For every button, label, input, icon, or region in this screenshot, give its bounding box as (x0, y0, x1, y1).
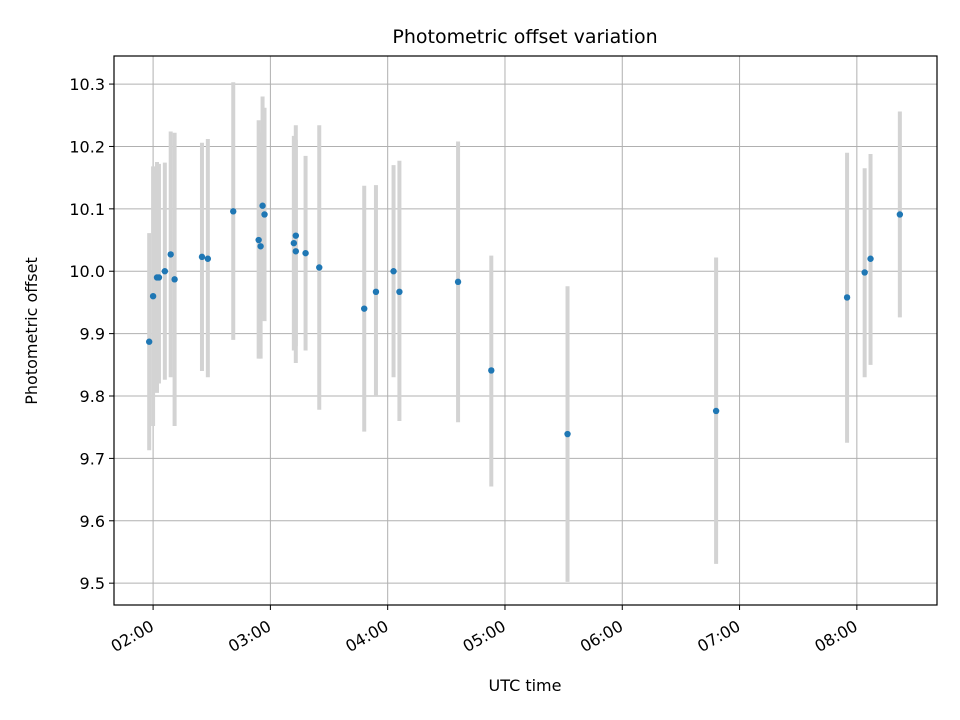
data-point (259, 202, 266, 209)
data-point (861, 269, 868, 276)
data-point (454, 278, 462, 286)
data-point (396, 288, 403, 296)
y-tick-label: 10.1 (69, 200, 105, 219)
data-point (149, 292, 157, 300)
x-axis-label: UTC time (489, 676, 562, 695)
data-point (488, 367, 495, 374)
data-point (145, 338, 153, 345)
y-tick-label: 10.3 (69, 75, 105, 94)
data-point (161, 268, 169, 275)
data-point (255, 236, 262, 244)
data-point (167, 251, 174, 258)
data-point (712, 407, 720, 415)
data-point (261, 211, 268, 218)
y-tick-label: 9.8 (80, 387, 105, 406)
y-tick-label: 9.9 (80, 325, 105, 344)
data-point (867, 255, 874, 262)
data-point (843, 294, 851, 301)
y-tick-label: 10.2 (69, 137, 105, 156)
y-tick-label: 9.7 (80, 449, 105, 468)
data-point (290, 239, 298, 247)
data-point (292, 232, 300, 239)
y-tick-label: 9.6 (80, 512, 105, 531)
data-point (171, 276, 178, 283)
grid (114, 56, 937, 605)
data-points (145, 202, 904, 438)
data-point (390, 268, 397, 275)
data-point (257, 243, 264, 250)
data-point (204, 255, 212, 262)
data-point (564, 430, 571, 438)
data-point (292, 248, 300, 255)
data-point (230, 208, 237, 215)
y-tick-label: 10.0 (69, 262, 105, 281)
y-axis-label: Photometric offset (22, 257, 41, 405)
y-tick-label: 9.5 (80, 574, 105, 593)
data-point (372, 288, 380, 296)
data-point (316, 264, 323, 271)
plot-area-frame (113, 55, 938, 606)
data-point (155, 274, 163, 281)
data-point (198, 253, 206, 261)
data-point (361, 305, 368, 312)
axis-ticks: 02:00 03:00 04:00 05:00 06:00 07:00 08:009.59.… (69, 75, 860, 656)
data-point (896, 211, 904, 218)
chart-title: Photometric offset variation (392, 26, 657, 48)
data-point (302, 249, 309, 257)
